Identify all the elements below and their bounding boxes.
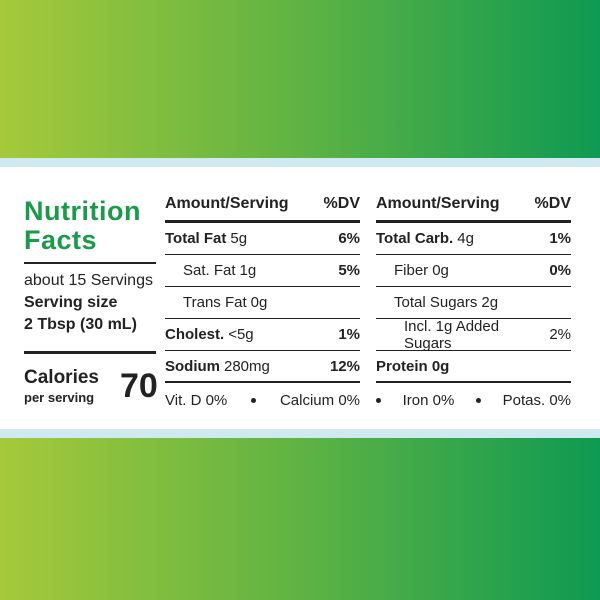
header-row: Amount/Serving %DV (376, 187, 571, 223)
table-left: Amount/Serving %DV Total Fat 5g 6% Sat. Fat… (165, 187, 360, 417)
col-head: Amount/Serving (376, 194, 500, 212)
separator (376, 397, 381, 403)
amount: <5g (228, 326, 254, 343)
separator (475, 397, 481, 403)
rule (24, 262, 156, 264)
amount: 1g (239, 262, 257, 279)
row: Fiber 0g 0% (376, 255, 571, 287)
amount: 0g (432, 262, 449, 279)
amount: 0g (250, 294, 268, 311)
row: Trans Fat 0g (165, 287, 360, 319)
row: Total Carb. 4g 1% (376, 223, 571, 255)
nutrient: Protein 0g (376, 357, 450, 375)
dv: 5% (338, 262, 360, 279)
nutrient: Sodium (165, 357, 220, 375)
vitamin: Calcium 0% (279, 391, 360, 409)
calories-sub: per serving (24, 390, 95, 405)
dv: 6% (338, 230, 360, 247)
row: Total Sugars 2g (376, 287, 571, 319)
vitamin: Vit. D 0% (165, 391, 228, 409)
header-row: Amount/Serving %DV (165, 187, 360, 223)
rule (24, 351, 156, 354)
label-panel: Nutrition Facts about 15 Servings Servin… (0, 158, 600, 438)
amount: 2g (481, 294, 499, 311)
col-head: %DV (534, 194, 571, 212)
nutrient: Trans Fat (183, 294, 247, 311)
row: Incl. 1g Added Sugars 2% (376, 317, 571, 352)
nutrient: Sat. Fat (183, 262, 236, 279)
dv: 12% (329, 357, 360, 375)
separator (251, 397, 257, 403)
table-right: Amount/Serving %DV Total Carb. 4g 1% Fiber 0… (376, 187, 571, 417)
serving-size: 2 Tbsp (30 mL) (24, 316, 137, 333)
footer: Vit. D 0% Calcium 0% (165, 383, 360, 417)
serving-size-label: Serving size (24, 294, 118, 311)
nutrient: Incl. 1g Added Sugars (404, 317, 500, 352)
col-head: Amount/Serving (165, 194, 289, 212)
calories: 70 (120, 367, 158, 405)
row: Sodium 280mg 12% (165, 351, 360, 383)
nutrient: Cholest. (165, 326, 225, 343)
dv: 1% (549, 230, 571, 247)
amount: 5g (230, 230, 248, 247)
nutrient: Total Fat (165, 230, 227, 247)
dv: 1% (338, 326, 360, 343)
amount: 280mg (224, 357, 270, 375)
servings: about 15 Servings (24, 272, 153, 289)
row: Protein 0g (376, 351, 571, 383)
nutrient: Total Carb. (376, 230, 454, 247)
row: Sat. Fat 1g 5% (165, 255, 360, 287)
dv: 2% (549, 326, 571, 343)
col-head: %DV (323, 194, 360, 212)
nutrient: Fiber (394, 262, 429, 279)
dv: 0% (549, 262, 571, 279)
mineral: Iron 0% (402, 391, 455, 409)
row: Total Fat 5g 6% (165, 223, 360, 255)
nutrient: Total Sugars (394, 294, 478, 311)
footer: Iron 0% Potas. 0% (376, 383, 571, 417)
title: Nutrition Facts (24, 196, 141, 255)
calories-label: Calories (24, 367, 99, 388)
amount: 4g (457, 230, 474, 247)
mineral: Potas. 0% (502, 391, 571, 409)
row: Cholest. <5g 1% (165, 319, 360, 351)
